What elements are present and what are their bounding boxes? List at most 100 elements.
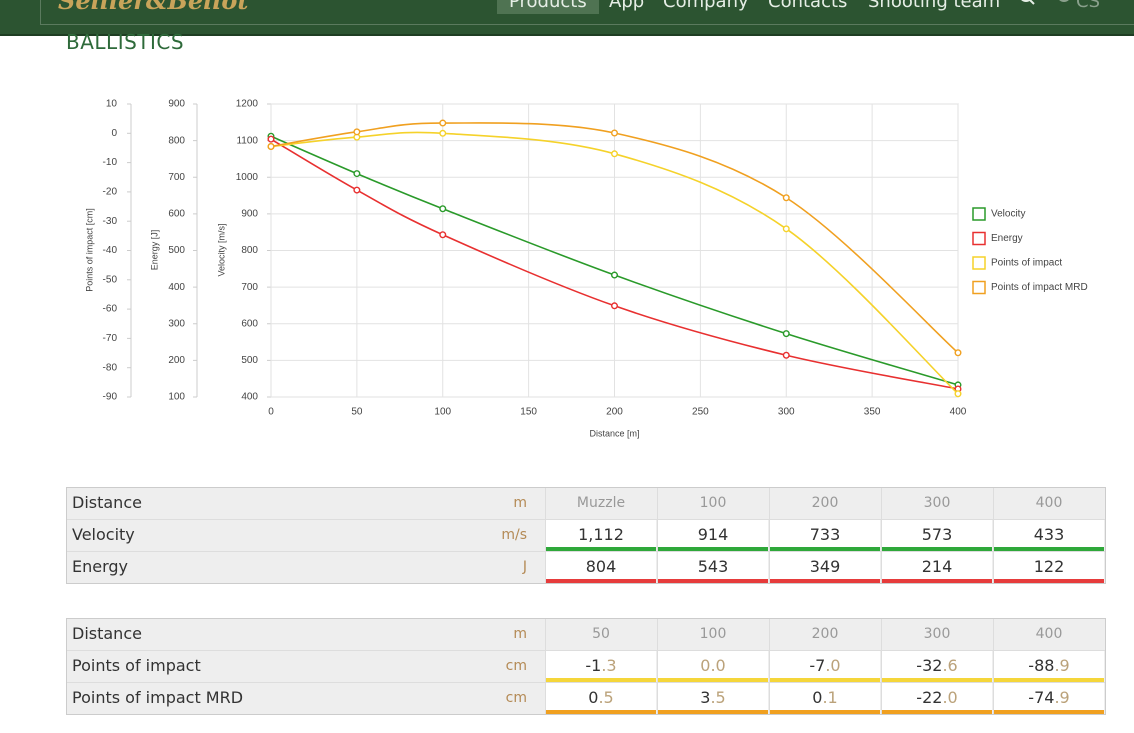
table-cell: -32.6 <box>881 651 992 682</box>
data-point <box>782 330 790 338</box>
data-point <box>439 205 447 213</box>
table-cell: -88.9 <box>993 651 1104 682</box>
unit-label: cm <box>505 690 527 706</box>
language[interactable]: CS <box>1076 0 1100 12</box>
axis-title: Points of impact [cm] <box>84 208 94 292</box>
y-tick-label: 400 <box>241 392 258 403</box>
y-tick-label: -70 <box>103 333 118 344</box>
data-point <box>611 150 619 158</box>
data-point <box>439 129 447 137</box>
table-cell: 3.5 <box>657 683 768 714</box>
table-cell: 400 <box>993 619 1104 650</box>
row-label: Distance <box>72 493 142 512</box>
row-color-bar <box>882 678 992 682</box>
data-point <box>611 129 619 137</box>
y-tick-label: 400 <box>168 282 185 293</box>
legend-swatch <box>972 256 986 270</box>
row-color-bar <box>658 579 768 583</box>
unit-label: m/s <box>501 527 527 543</box>
table-row: Points of impact MRD cm 0.5 3.5 0.1 -22.0 -74.… <box>67 682 1105 714</box>
y-tick-label: 200 <box>168 355 185 366</box>
y-tick-label: 300 <box>168 318 185 329</box>
table-cell: 400 <box>993 488 1104 519</box>
data-point <box>782 194 790 202</box>
data-point <box>353 170 361 178</box>
table-header-row: Distance m Muzzle 100 200 300 400 <box>67 488 1105 519</box>
row-color-bar <box>658 678 768 682</box>
legend-label: Velocity <box>991 209 1025 220</box>
y-tick-label: 1100 <box>236 135 258 146</box>
data-point <box>439 119 447 127</box>
data-point <box>267 142 275 150</box>
table-row: Velocity m/s 1,112 914 733 573 433 <box>67 519 1105 551</box>
x-tick-label: 350 <box>864 407 881 418</box>
row-label: Distance <box>72 624 142 643</box>
x-tick-label: 150 <box>520 407 537 418</box>
table-cell: 100 <box>657 488 768 519</box>
table-cell: 543 <box>657 552 768 583</box>
search-icon[interactable] <box>1018 0 1038 6</box>
table-cell: 804 <box>545 552 656 583</box>
nav-link[interactable]: Products <box>497 0 599 14</box>
nav-link[interactable]: Company <box>663 0 749 12</box>
table-cell: 1,112 <box>545 520 656 551</box>
y-tick-label: 800 <box>168 135 185 146</box>
row-color-bar <box>546 710 656 714</box>
nav-link[interactable]: App <box>609 0 645 12</box>
axis-title: Energy [J] <box>149 230 159 271</box>
x-tick-label: 200 <box>606 407 623 418</box>
table-row: Points of impact cm -1.3 0.0 -7.0 -32.6 -88.9 <box>67 650 1105 682</box>
table-cell: 349 <box>769 552 880 583</box>
y-tick-label: 1200 <box>236 99 259 110</box>
y-tick-label: -10 <box>103 157 118 168</box>
data-point <box>954 349 962 357</box>
row-color-bar <box>546 678 656 682</box>
table-row: Energy J 804 543 349 214 122 <box>67 551 1105 583</box>
row-color-bar <box>546 547 656 551</box>
row-color-bar <box>994 579 1104 583</box>
legend-label: Points of impact MRD <box>991 282 1088 293</box>
page-heading: BALLISTICS <box>66 30 185 54</box>
nav-link[interactable]: Contacts <box>768 0 848 12</box>
y-tick-label: -60 <box>103 304 118 315</box>
y-tick-label: -30 <box>103 216 118 227</box>
row-label: Points of impact MRD <box>72 688 244 707</box>
nav-link[interactable]: Shooting team <box>868 0 1001 12</box>
data-point <box>611 271 619 279</box>
row-color-bar <box>770 547 880 551</box>
x-tick-label: 100 <box>434 407 451 418</box>
x-tick-label: 250 <box>692 407 709 418</box>
unit-label: m <box>513 495 527 511</box>
table-cell: 0.1 <box>769 683 880 714</box>
table-cell: -7.0 <box>769 651 880 682</box>
x-tick-label: 0 <box>268 407 274 418</box>
table-cell: 0.0 <box>657 651 768 682</box>
table-cell: -1.3 <box>545 651 656 682</box>
data-point <box>782 225 790 233</box>
y-tick-label: -80 <box>103 362 118 373</box>
data-point <box>611 302 619 310</box>
row-color-bar <box>994 547 1104 551</box>
table-cell: 0.5 <box>545 683 656 714</box>
data-point <box>954 390 962 398</box>
y-tick-label: -40 <box>103 245 118 256</box>
logo[interactable]: Sellier&Bellot <box>58 0 249 15</box>
row-color-bar <box>882 547 992 551</box>
table-cell: 200 <box>769 488 880 519</box>
x-tick-label: 400 <box>950 407 967 418</box>
y-tick-label: 1000 <box>236 172 259 183</box>
table-cell: 300 <box>881 488 992 519</box>
row-color-bar <box>658 547 768 551</box>
data-table: Distance m Muzzle 100 200 300 400 Velocity m/s 1,… <box>66 487 1106 584</box>
row-color-bar <box>546 579 656 583</box>
table-cell: 50 <box>545 619 656 650</box>
x-tick-label: 300 <box>778 407 795 418</box>
row-label: Points of impact <box>72 656 201 675</box>
y-tick-label: -90 <box>103 392 118 403</box>
y-tick-label: 900 <box>168 99 185 110</box>
unit-label: cm <box>505 658 527 674</box>
y-tick-label: 800 <box>241 245 258 256</box>
table-cell: Muzzle <box>545 488 656 519</box>
